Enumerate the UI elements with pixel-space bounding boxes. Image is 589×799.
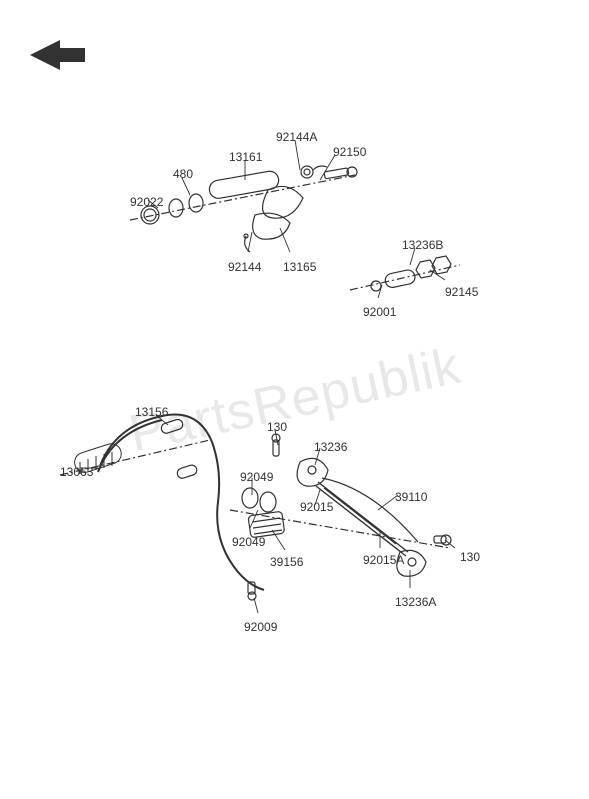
- callout-label: 92049: [240, 470, 273, 484]
- callout-label: 92015: [300, 500, 333, 514]
- callout-label: 130: [460, 550, 480, 564]
- callout-label: 92144: [228, 260, 261, 274]
- callout-label: 92009: [244, 620, 277, 634]
- callout-label: 92150: [333, 145, 366, 159]
- callout-label: 13165: [283, 260, 316, 274]
- callout-label: 13156: [135, 405, 168, 419]
- leader-lines: [0, 0, 589, 799]
- diagram-canvas: PartsRepublik: [0, 0, 589, 799]
- callout-label: 92015A: [363, 553, 404, 567]
- callout-label: 480: [173, 167, 193, 181]
- callout-label: 13236B: [402, 238, 443, 252]
- callout-label: 92049: [232, 535, 265, 549]
- callout-label: 13063: [60, 465, 93, 479]
- callout-label: 13236A: [395, 595, 436, 609]
- callout-label: 92001: [363, 305, 396, 319]
- callout-label: 92145: [445, 285, 478, 299]
- callout-label: 92022: [130, 195, 163, 209]
- callout-label: 13236: [314, 440, 347, 454]
- callout-label: 39156: [270, 555, 303, 569]
- callout-label: 130: [267, 420, 287, 434]
- callout-label: 92144A: [276, 130, 317, 144]
- callout-label: 13161: [229, 150, 262, 164]
- callout-label: 39110: [395, 490, 427, 504]
